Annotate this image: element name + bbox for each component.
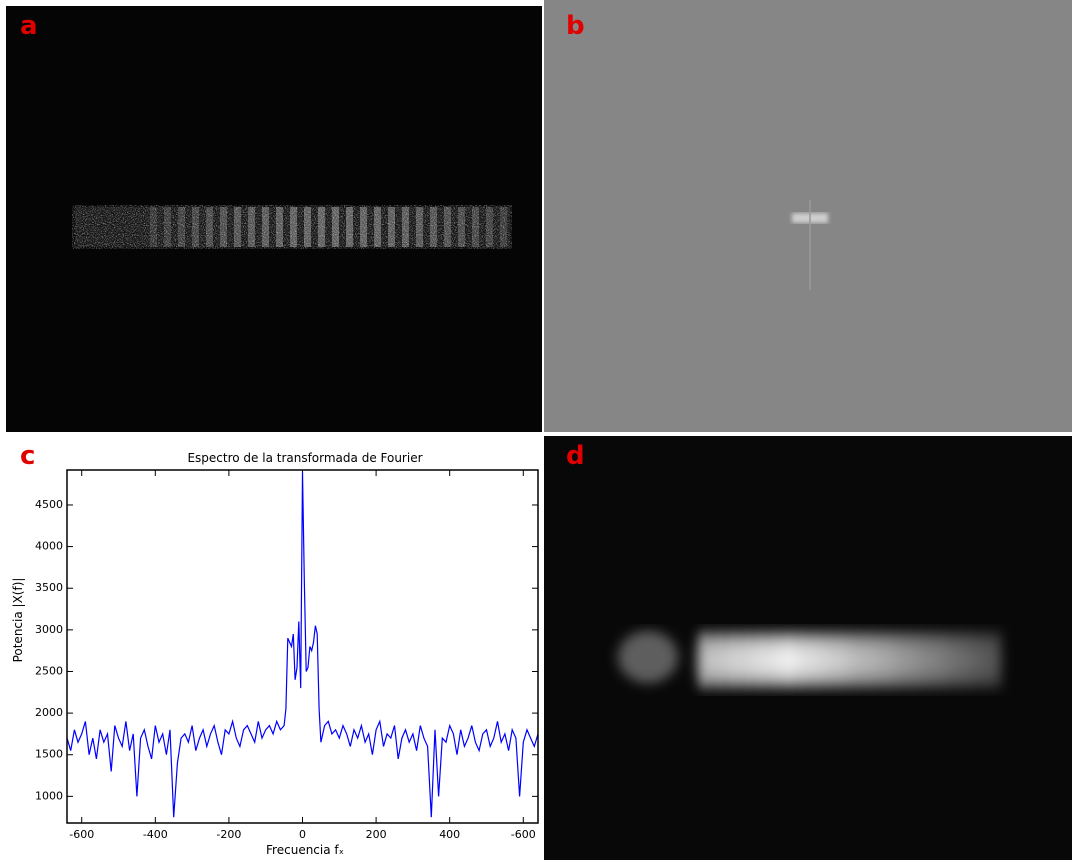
fringe — [911, 630, 922, 690]
fringe — [934, 630, 946, 690]
fringe — [861, 630, 874, 690]
fringe — [726, 630, 741, 690]
chart-title: Espectro de la transformada de Fourier — [187, 451, 422, 465]
y-tick-label: 3500 — [35, 581, 63, 594]
fringe — [980, 630, 991, 690]
y-tick-label: 2000 — [35, 706, 63, 719]
x-tick-label: 400 — [439, 828, 460, 841]
fringe — [618, 631, 678, 683]
fringe — [697, 630, 713, 690]
fringe — [991, 630, 1001, 690]
fringe — [809, 630, 823, 690]
y-tick-label: 4500 — [35, 498, 63, 511]
fringe — [946, 630, 957, 690]
spectrum-line — [66, 471, 539, 818]
fringe — [874, 630, 886, 690]
fringe — [740, 630, 755, 690]
x-axis-label: Frecuencia fₓ — [266, 843, 344, 857]
fringe — [822, 630, 836, 690]
fringe — [782, 630, 796, 690]
x-tick-label: -400 — [143, 828, 168, 841]
y-tick-label: 3000 — [35, 623, 63, 636]
x-tick-label: -600 — [511, 828, 536, 841]
y-tick-label: 4000 — [35, 540, 63, 553]
panel-label: b — [566, 11, 585, 41]
reconstructed-fringes — [618, 630, 1001, 690]
panel-c-background — [0, 436, 542, 860]
fringe — [754, 630, 769, 690]
panel-label: d — [566, 441, 585, 471]
panel-label: c — [20, 441, 35, 471]
y-axis-label: Potencia |X(f)| — [11, 578, 25, 663]
fringe — [835, 630, 849, 690]
x-tick-label: 0 — [299, 828, 306, 841]
plot-frame — [66, 469, 539, 824]
fringe — [969, 630, 980, 690]
x-tick-label: -200 — [216, 828, 241, 841]
fringe — [796, 630, 810, 690]
x-tick-label: 200 — [366, 828, 387, 841]
fringe — [886, 630, 899, 690]
panel-label: a — [20, 11, 38, 41]
fringe — [848, 630, 861, 690]
fringe — [712, 630, 727, 690]
fringe — [958, 630, 968, 690]
y-tick-label: 2500 — [35, 664, 63, 677]
fringe — [768, 630, 783, 690]
x-tick-label: -600 — [69, 828, 94, 841]
y-tick-label: 1500 — [35, 748, 63, 761]
y-tick-label: 1000 — [35, 789, 63, 802]
fringe — [923, 630, 934, 690]
speckle-noise — [72, 205, 512, 249]
fringe — [898, 630, 911, 690]
